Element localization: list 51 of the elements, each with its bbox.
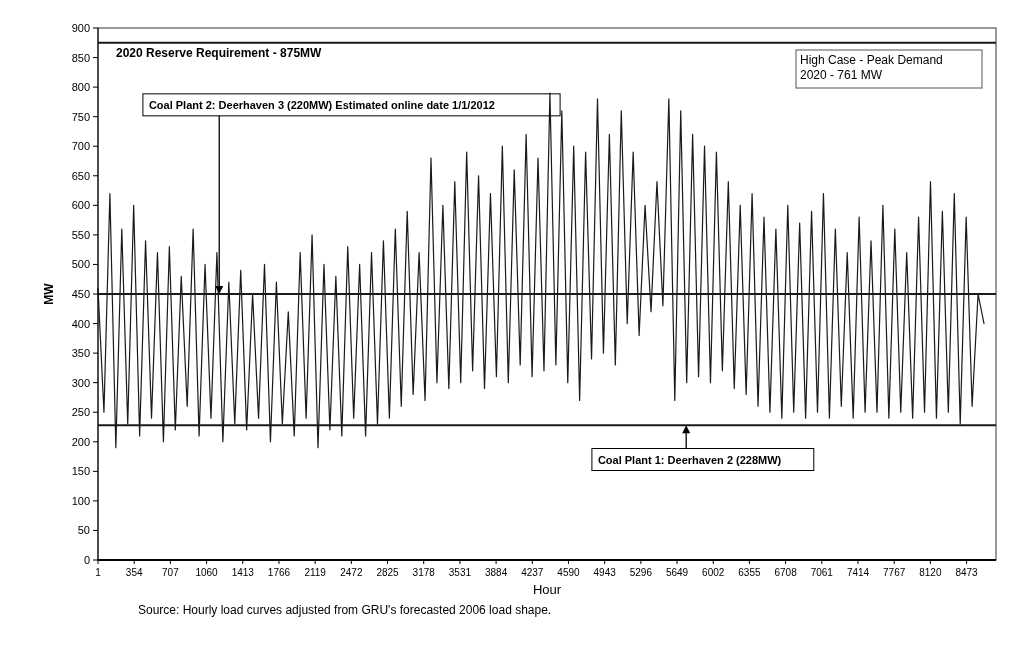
y-tick-label: 550 bbox=[71, 228, 90, 241]
x-tick-label: 4590 bbox=[557, 567, 581, 578]
y-tick-label: 700 bbox=[71, 140, 90, 153]
y-tick-label: 850 bbox=[71, 51, 90, 64]
y-tick-label: 400 bbox=[71, 317, 90, 330]
annotation: High Case - Peak Demand 2020 - 761 MW bbox=[800, 53, 943, 82]
x-tick-label: 3178 bbox=[412, 567, 436, 578]
x-tick-label: 2825 bbox=[376, 567, 400, 578]
y-tick-label: 0 bbox=[83, 554, 90, 566]
x-tick-label: 6002 bbox=[702, 567, 725, 578]
x-tick-label: 8473 bbox=[955, 567, 979, 578]
source-note: Source: Hourly load curves adjusted from GRU's forecasted 2006 load shape. bbox=[138, 603, 552, 617]
y-tick-label: 100 bbox=[71, 494, 90, 507]
y-tick-label: 650 bbox=[71, 169, 90, 182]
y-tick-label: 900 bbox=[71, 22, 90, 34]
x-tick-label: 1413 bbox=[231, 567, 255, 578]
x-tick-label: 6355 bbox=[738, 567, 761, 578]
x-tick-label: 1060 bbox=[195, 567, 219, 578]
x-tick-label: 7414 bbox=[846, 567, 870, 578]
x-tick-label: 3531 bbox=[448, 567, 472, 578]
x-tick-label: 7767 bbox=[883, 567, 906, 578]
y-axis-title: MW bbox=[42, 282, 56, 305]
y-tick-label: 450 bbox=[71, 288, 90, 300]
x-tick-label: 707 bbox=[162, 567, 180, 578]
y-tick-label: 600 bbox=[71, 199, 90, 212]
y-tick-label: 50 bbox=[77, 524, 90, 537]
x-tick-label: 2119 bbox=[304, 567, 327, 578]
x-tick-label: 6708 bbox=[774, 567, 798, 578]
y-tick-label: 150 bbox=[71, 465, 90, 478]
x-tick-label: 1766 bbox=[267, 567, 291, 578]
x-tick-label: 4943 bbox=[593, 567, 617, 578]
ref-line-label: Coal Plant 2: Deerhaven 3 (220MW) Estimated online date 1/1/2012 bbox=[148, 98, 495, 111]
y-tick-label: 350 bbox=[71, 347, 90, 360]
ref-line-label: 2020 Reserve Requirement - 875MW bbox=[115, 45, 323, 60]
x-tick-label: 8120 bbox=[919, 567, 942, 578]
x-tick-label: 7061 bbox=[810, 567, 834, 578]
x-tick-label: 1 bbox=[95, 567, 102, 578]
x-tick-label: 4237 bbox=[521, 567, 544, 578]
y-tick-label: 300 bbox=[71, 376, 90, 389]
x-tick-label: 354 bbox=[125, 567, 143, 578]
y-tick-label: 750 bbox=[71, 110, 90, 123]
x-tick-label: 3884 bbox=[484, 567, 508, 578]
x-axis-title: Hour bbox=[532, 582, 562, 597]
x-tick-label: 5649 bbox=[665, 567, 689, 578]
x-tick-label: 2472 bbox=[340, 567, 363, 578]
y-tick-label: 500 bbox=[71, 258, 90, 271]
x-tick-label: 5296 bbox=[629, 567, 653, 578]
y-tick-label: 800 bbox=[71, 81, 90, 94]
y-tick-label: 250 bbox=[71, 406, 90, 419]
ref-line-label: Coal Plant 1: Deerhaven 2 (228MW) bbox=[597, 453, 782, 466]
y-tick-label: 200 bbox=[71, 435, 90, 448]
